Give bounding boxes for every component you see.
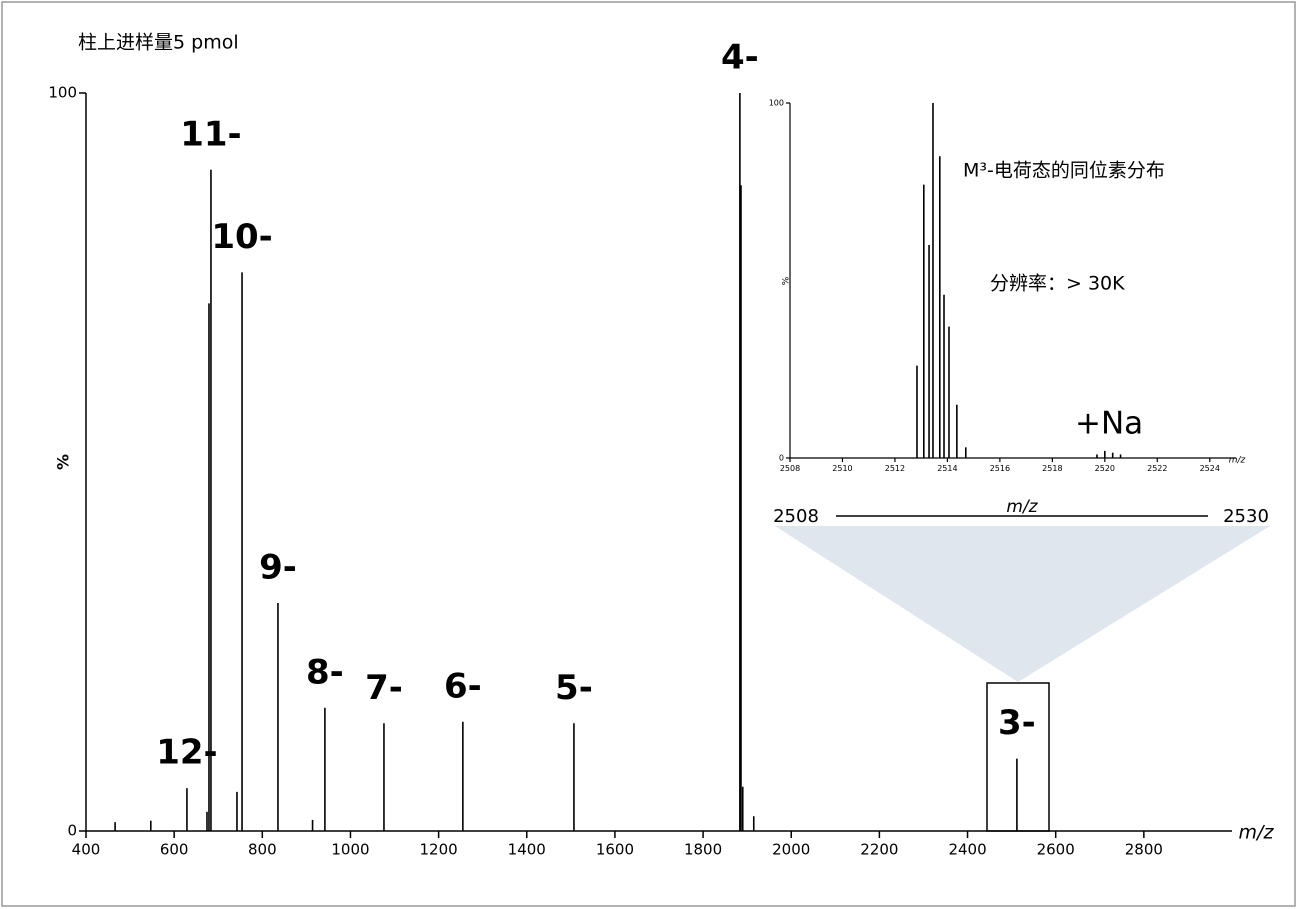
zoom-triangle [775, 526, 1270, 682]
zoom-from: 2508 [773, 506, 819, 527]
inset-x-label: m/z [1229, 456, 1246, 466]
peak-label: 7- [365, 668, 403, 708]
chart-title: 柱上进样量5 pmol [78, 32, 239, 54]
y-axis-label: % [54, 454, 73, 470]
peak-label: 4- [721, 38, 759, 78]
x-tick-label: 2516 [990, 464, 1010, 473]
x-tick-label: 1600 [596, 841, 634, 859]
x-tick-label: 2000 [772, 841, 810, 859]
y-tick-label: 0 [67, 822, 77, 840]
peak-label: 6- [444, 666, 482, 706]
annotation: 分辨率：> 30K [990, 273, 1125, 295]
x-tick-label: 2512 [885, 464, 905, 473]
x-tick-label: 1800 [684, 841, 722, 859]
zoom-label: m/z [1006, 497, 1038, 517]
peak-label: 12- [156, 733, 217, 773]
x-tick-label: 2524 [1200, 464, 1220, 473]
inset-y-label: % [782, 276, 792, 285]
x-tick-label: 2518 [1042, 464, 1062, 473]
peak-label: 8- [306, 652, 344, 692]
peak-label: 3- [998, 703, 1036, 743]
x-tick-label: 1000 [331, 841, 369, 859]
x-tick-label: 2400 [948, 841, 986, 859]
x-tick-label: 2800 [1125, 841, 1163, 859]
x-tick-label: 2508 [780, 464, 800, 473]
peak-label: 10- [211, 217, 272, 257]
y-tick-label: 100 [48, 84, 77, 102]
x-tick-label: 2522 [1147, 464, 1167, 473]
x-tick-label: 2510 [832, 464, 852, 473]
x-tick-label: 400 [72, 841, 101, 859]
x-tick-label: 1200 [420, 841, 458, 859]
y-tick-label: 0 [779, 454, 784, 463]
x-tick-label: 2200 [860, 841, 898, 859]
x-axis-label: m/z [1239, 822, 1275, 844]
x-tick-label: 2514 [937, 464, 957, 473]
annotation: M³-电荷态的同位素分布 [963, 160, 1165, 182]
peak-label: 11- [180, 114, 241, 154]
x-tick-label: 1400 [508, 841, 546, 859]
x-tick-label: 800 [248, 841, 277, 859]
y-tick-label: 100 [769, 99, 784, 108]
zoom-to: 2530 [1223, 506, 1269, 527]
peak-label: 5- [555, 668, 593, 708]
x-tick-label: 2520 [1095, 464, 1115, 473]
annotation: +Na [1075, 406, 1143, 442]
peak-label: 9- [259, 547, 297, 587]
x-tick-label: 600 [160, 841, 189, 859]
x-tick-label: 2600 [1037, 841, 1075, 859]
